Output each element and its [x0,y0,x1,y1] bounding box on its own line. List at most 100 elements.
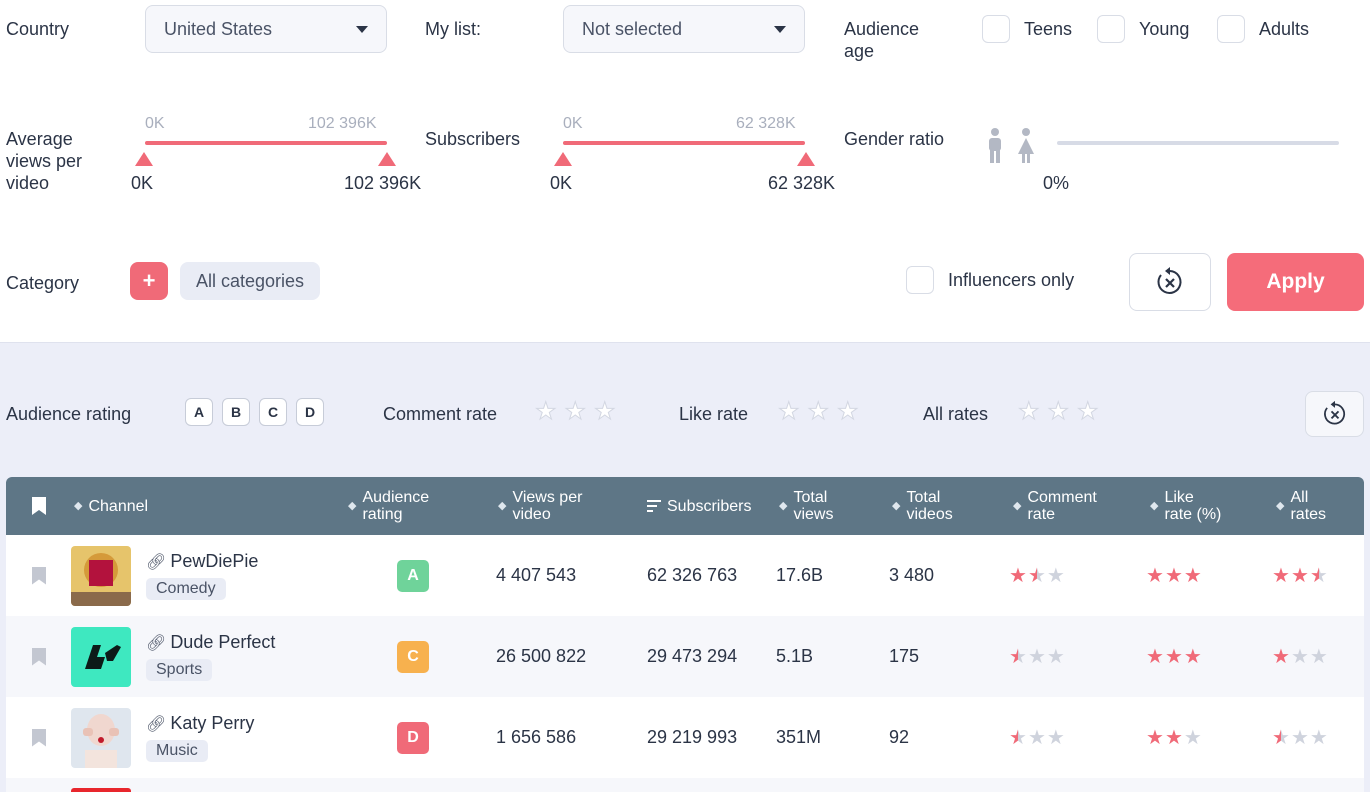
star-icon[interactable]: ★ [1077,398,1099,425]
channel-name[interactable]: Dude Perfect [170,632,276,652]
rating-c-toggle[interactable]: C [259,398,287,426]
comment-rate-cell: ★ ★ ★ [1009,535,1065,616]
subs-max-handle[interactable] [797,152,815,166]
rating-badge: D [397,721,429,754]
star-icon[interactable]: ★ [778,398,800,425]
star-icon[interactable]: ★ [837,398,859,425]
country-select[interactable]: United States [145,5,387,53]
all-rates-column-header[interactable]: ◆ All rates [1276,477,1326,535]
young-checkbox[interactable] [1097,15,1125,43]
all-rates-stars: ★ ★ ★ [1272,644,1328,669]
views-per-video-cell: 1 656 586 [496,727,577,747]
channel-cell: 🔗︎ Katy Perry Music [146,697,254,778]
star-icon[interactable]: ★ [564,398,587,425]
all-rates-stars[interactable]: ★ ★ ★ [1018,398,1100,425]
header-line: All [1290,489,1309,506]
all-rates-cell: ★ ★ ★ [1272,616,1328,697]
adults-checkbox[interactable] [1217,15,1245,43]
views-per-video-header-label: Views per video [512,489,582,523]
teens-checkbox[interactable] [982,15,1010,43]
bookmark-cell[interactable] [32,535,46,616]
total-videos-cell: 3 480 [889,565,935,585]
age-young[interactable]: Young [1097,15,1189,43]
subs-min-handle[interactable] [554,152,572,166]
bookmark-icon[interactable] [32,647,46,666]
bookmark-icon[interactable] [32,728,46,747]
mylist-select[interactable]: Not selected [563,5,805,53]
audience-rating-letters: A B C D [185,398,324,426]
avatar-cell [71,535,131,616]
table-row[interactable] [6,778,1364,792]
all-rates-header-label: All rates [1290,489,1326,523]
channel-link[interactable]: 🔗︎ PewDiePie [146,551,258,572]
reset-icon [1157,267,1182,294]
age-teens[interactable]: Teens [982,15,1072,43]
header-line: Total [906,489,941,506]
channel-name[interactable]: Katy Perry [170,713,255,733]
bookmark-cell[interactable] [32,616,46,697]
channel-link[interactable]: 🔗︎ Katy Perry [146,713,254,734]
rating-d-toggle[interactable]: D [296,398,324,426]
views-min-handle[interactable] [135,152,153,166]
reset-filters-button[interactable] [1129,253,1211,311]
star-icon[interactable]: ★ [1047,398,1070,425]
views-slider-track[interactable] [145,141,387,145]
views-max-handle[interactable] [378,152,396,166]
gender-slider-track[interactable] [1057,141,1339,145]
bookmark-cell[interactable] [32,697,46,778]
age-adults[interactable]: Adults [1217,15,1309,43]
category-chip[interactable]: All categories [180,262,321,300]
chevron-down-icon [356,25,368,33]
subscribers-column-header[interactable]: Subscribers [647,477,751,535]
rating-b-toggle[interactable]: B [222,398,250,426]
add-category-button[interactable]: + [130,262,168,300]
header-line: rating [362,506,403,523]
star-icon[interactable]: ★ [594,398,616,425]
table-row[interactable]: 🔗︎ Dude Perfect Sports C 26 500 822 29 4… [6,616,1364,697]
table-row[interactable]: 🔗︎ Katy Perry Music D 1 656 586 29 219 9… [6,697,1364,778]
avatar [71,788,131,792]
total-views-cell: 5.1B [776,646,814,666]
views-per-video-column-header[interactable]: ◆ Views per video [498,477,582,535]
apply-button[interactable]: Apply [1227,253,1364,311]
reset-ratings-button[interactable] [1305,391,1364,437]
table-row[interactable]: 🔗︎ PewDiePie Comedy A 4 407 543 62 326 7… [6,535,1364,616]
star-icon: ★ [1309,646,1328,668]
bookmark-icon[interactable] [32,566,46,585]
comment-rate-column-header[interactable]: ◆ Comment rate [1013,477,1097,535]
channel-name[interactable]: PewDiePie [170,551,259,571]
bookmark-column-header[interactable] [32,477,46,535]
like-rate-stars[interactable]: ★ ★ ★ [778,398,860,425]
header-line: Total [793,489,828,506]
star-icon[interactable]: ★ [535,398,557,425]
like-rate-header-label: Like rate (%) [1164,489,1221,523]
channel-link[interactable]: 🔗︎ Dude Perfect [146,632,275,653]
subs-slider-track[interactable] [563,141,805,145]
comment-rate-stars[interactable]: ★ ★ ★ [535,398,617,425]
views-label-line3: video [6,173,50,193]
influencers-label: Influencers only [948,269,1075,290]
star-icon[interactable]: ★ [807,398,830,425]
channel-column-header[interactable]: ◆ Channel [74,477,148,535]
total-views-column-header[interactable]: ◆ Total views [779,477,833,535]
rating-a-toggle[interactable]: A [185,398,213,426]
rating-badge: C [397,640,429,673]
male-icon [989,128,1001,163]
total-views-header-label: Total views [793,489,833,523]
star-icon: ★ [1027,727,1046,749]
total-videos-column-header[interactable]: ◆ Total videos [892,477,953,535]
audience-rating-column-header[interactable]: ◆ Audience rating [348,477,429,535]
reset-icon [1323,400,1345,425]
like-rate-label: Like rate [679,404,749,424]
mylist-label: My list: [425,19,481,39]
influencers-only[interactable]: Influencers only [906,266,1074,294]
views-min-value: 0K [131,173,154,193]
influencers-checkbox[interactable] [906,266,934,294]
gender-value: 0% [1043,173,1070,193]
star-icon: ★ [1183,727,1202,749]
like-rate-column-header[interactable]: ◆ Like rate (%) [1150,477,1221,535]
star-icon[interactable]: ★ [1018,398,1040,425]
like-rate-stars: ★ ★ ★ [1146,725,1202,750]
young-label: Young [1139,18,1190,39]
avatar [71,626,131,687]
